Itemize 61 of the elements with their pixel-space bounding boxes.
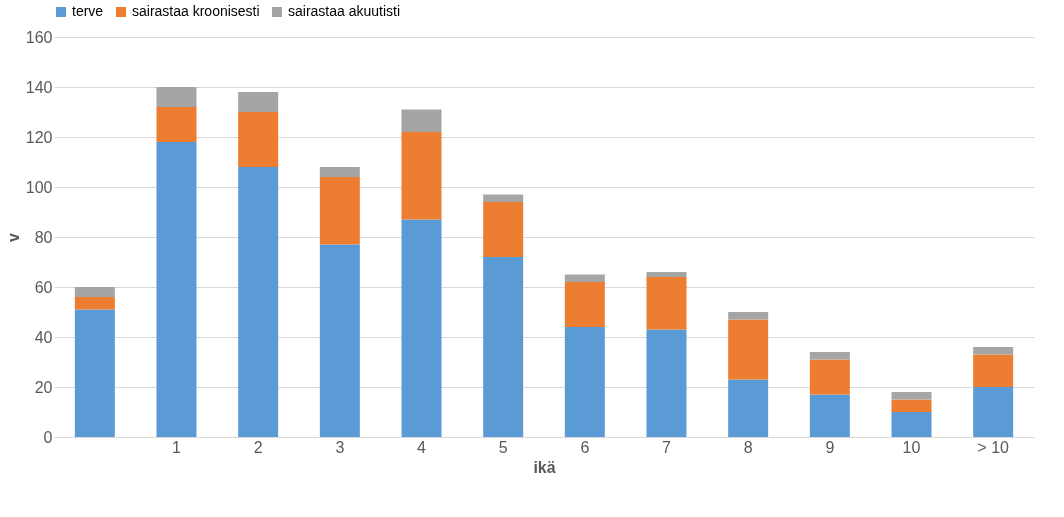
bar xyxy=(891,392,932,400)
bar xyxy=(319,177,360,245)
x-axis-title: ikä xyxy=(533,458,556,476)
bar xyxy=(319,244,360,437)
bar xyxy=(238,112,279,167)
bar xyxy=(891,412,932,437)
bar xyxy=(564,274,605,282)
y-tick-label: 100 xyxy=(25,178,53,196)
x-tick-label: 7 xyxy=(662,438,672,456)
y-tick-label: 20 xyxy=(34,378,53,396)
bar xyxy=(238,167,279,437)
bar xyxy=(564,282,605,327)
bar xyxy=(319,167,360,177)
bar xyxy=(483,202,524,257)
bar xyxy=(728,312,769,320)
bar xyxy=(564,327,605,437)
bar xyxy=(973,387,1014,437)
y-tick-label: 140 xyxy=(25,78,53,96)
bar xyxy=(646,277,687,330)
x-tick-label: 10 xyxy=(902,438,921,456)
x-tick-label: 5 xyxy=(498,438,508,456)
bar xyxy=(74,309,115,437)
bar xyxy=(646,329,687,437)
x-tick-label: 3 xyxy=(335,438,345,456)
y-tick-label: 60 xyxy=(34,278,53,296)
bar xyxy=(156,87,197,107)
legend-label: terve xyxy=(72,3,104,19)
y-tick-label: 80 xyxy=(34,228,53,246)
x-tick-label: 1 xyxy=(172,438,182,456)
bar xyxy=(646,272,687,277)
bar xyxy=(483,194,524,202)
bar xyxy=(809,359,850,395)
bar xyxy=(156,107,197,142)
bar xyxy=(74,297,115,310)
x-tick-label: 4 xyxy=(417,438,427,456)
y-tick-label: 40 xyxy=(34,328,53,346)
bar xyxy=(891,399,932,412)
legend-label: sairastaa kroonisesti xyxy=(132,3,260,19)
bar xyxy=(728,379,769,437)
y-tick-label: 160 xyxy=(25,28,53,46)
legend-label: sairastaa akuutisti xyxy=(288,3,401,19)
y-tick-label: 0 xyxy=(43,428,53,446)
y-tick-label: 120 xyxy=(25,128,53,146)
bar xyxy=(809,352,850,360)
x-tick-label: > 10 xyxy=(977,438,1010,456)
x-tick-label: 8 xyxy=(743,438,753,456)
x-tick-label: 2 xyxy=(253,438,263,456)
bar xyxy=(973,347,1014,355)
bar xyxy=(401,219,442,437)
x-tick-label: 9 xyxy=(825,438,835,456)
bar xyxy=(809,394,850,437)
bar xyxy=(74,287,115,297)
bar xyxy=(973,354,1014,387)
bar xyxy=(483,257,524,437)
x-tick-label: 6 xyxy=(580,438,590,456)
y-axis-title: v xyxy=(4,232,22,242)
bar xyxy=(728,319,769,380)
bar xyxy=(401,109,442,132)
bar xyxy=(238,92,279,112)
bar xyxy=(156,142,197,437)
bar xyxy=(401,132,442,220)
